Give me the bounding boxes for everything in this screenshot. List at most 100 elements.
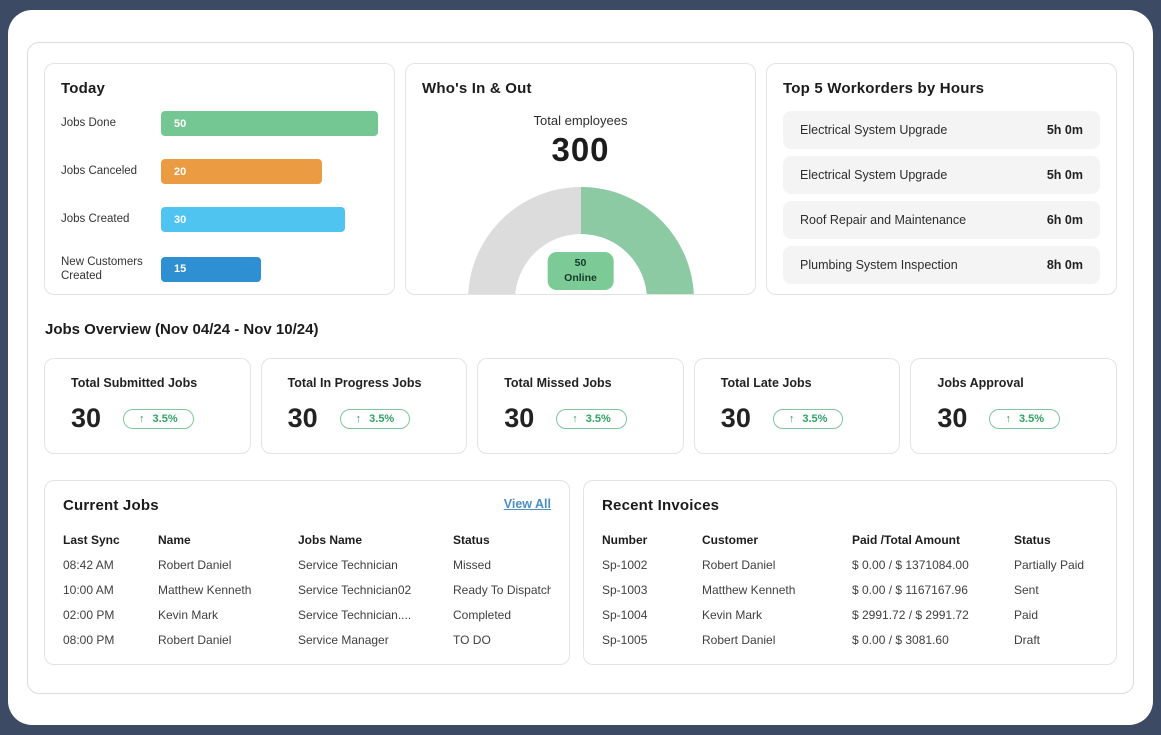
workorder-name: Electrical System Upgrade <box>800 168 948 182</box>
table-cell: $ 0.00 / $ 1167167.96 <box>852 582 968 597</box>
stat-card: Total Submitted Jobs 30 ↑ 3.5% <box>44 358 251 454</box>
table-row: Sp-1003 Matthew Kenneth $ 0.00 / $ 1167167… <box>602 577 1098 602</box>
workorder-name: Roof Repair and Maintenance <box>800 213 967 227</box>
top-workorders-title: Top 5 Workorders by Hours <box>783 80 985 97</box>
bar: 15 <box>161 256 261 282</box>
arrow-up-icon: ↑ <box>572 412 578 425</box>
arrow-up-icon: ↑ <box>1005 412 1011 425</box>
stat-delta-value: 3.5% <box>369 412 395 425</box>
workorder-item[interactable]: Electrical System Upgrade 5h 0m <box>783 156 1100 194</box>
today-bar-row: Jobs Canceled 20 <box>61 159 378 184</box>
table-cell: Draft <box>1014 632 1041 647</box>
stat-delta-pill: ↑ 3.5% <box>339 408 411 429</box>
table-cell: Partially Paid <box>1014 557 1085 572</box>
table-row: 08:42 AM Robert Daniel Service Technician M… <box>63 552 551 577</box>
view-all-link[interactable]: View All <box>503 497 551 511</box>
total-employees-value: 300 <box>551 131 610 168</box>
table-cell: Robert Daniel <box>158 632 232 647</box>
online-badge: 50 Online <box>547 252 614 291</box>
table-cell: Kevin Mark <box>158 607 219 622</box>
arrow-up-icon: ↑ <box>139 412 145 425</box>
table-cell: Robert Daniel <box>702 557 776 572</box>
stat-value: 30 <box>71 403 102 433</box>
table-cell: $ 0.00 / $ 3081.60 <box>852 632 949 647</box>
stat-card: Total Late Jobs 30 ↑ 3.5% <box>693 358 901 454</box>
total-employees-label: Total employees <box>533 113 628 128</box>
table-cell: Sp-1003 <box>602 582 648 597</box>
stat-value: 30 <box>287 403 318 433</box>
bar-track: 15 <box>161 256 378 282</box>
stat-delta-pill: ↑ 3.5% <box>123 408 194 429</box>
table-cell: Service Technician <box>298 557 398 572</box>
table-row: Sp-1002 Robert Daniel $ 0.00 / $ 1371084.0… <box>602 552 1098 577</box>
top-workorders-card: Top 5 Workorders by Hours Electrical Sys… <box>766 63 1117 295</box>
table-cell: Service Technician02 <box>298 582 412 597</box>
stat-delta-pill: ↑ 3.5% <box>989 408 1061 429</box>
column-header: Number <box>602 532 648 547</box>
table-cell: 08:00 PM <box>63 632 115 647</box>
table-header-row: Number Customer Paid /Total Amount Status <box>602 527 1098 552</box>
today-bar-row: Jobs Created 30 <box>61 207 378 232</box>
workorder-item[interactable]: Roof Repair and Maintenance 6h 0m <box>783 201 1100 239</box>
whos-in-out-card: Who's In & Out Total employees 300 50 On… <box>405 63 756 295</box>
stat-value: 30 <box>937 403 968 433</box>
dashboard-container: Today Jobs Done 50 Jobs Canceled 20 Jobs… <box>27 42 1134 694</box>
workorder-name: Plumbing System Inspection <box>800 258 958 272</box>
stat-card: Jobs Approval 30 ↑ 3.5% <box>910 358 1117 454</box>
bar-track: 20 <box>161 159 378 184</box>
bar-label: Jobs Done <box>61 117 116 130</box>
table-cell: Completed <box>453 607 512 622</box>
workorder-name: Electrical System Upgrade <box>800 123 948 137</box>
recent-invoices-table: Number Customer Paid /Total Amount Status S… <box>602 527 1098 652</box>
table-cell: Matthew Kenneth <box>702 582 796 597</box>
current-jobs-title: Current Jobs <box>63 497 159 514</box>
column-header: Name <box>158 532 191 547</box>
bar-track: 30 <box>161 207 378 232</box>
workorders-list: Electrical System Upgrade 5h 0m Electric… <box>783 111 1100 284</box>
table-header-row: Last Sync Name Jobs Name Status <box>63 527 551 552</box>
workorder-hours: 5h 0m <box>1046 168 1083 182</box>
stat-label: Total Missed Jobs <box>504 376 612 390</box>
bar-track: 50 <box>161 111 378 136</box>
table-cell: TO DO <box>453 632 491 647</box>
stat-delta-pill: ↑ 3.5% <box>772 408 844 429</box>
workorder-item[interactable]: Plumbing System Inspection 8h 0m <box>783 246 1100 284</box>
table-cell: 02:00 PM <box>63 607 115 622</box>
table-cell: 10:00 AM <box>63 582 114 597</box>
table-cell: Sent <box>1014 582 1039 597</box>
top-cards-row: Today Jobs Done 50 Jobs Canceled 20 Jobs… <box>44 63 1117 295</box>
online-count: 50 <box>574 257 587 269</box>
column-header: Status <box>453 532 490 547</box>
current-jobs-card: Current Jobs View All Last Sync Name Jobs … <box>44 480 570 665</box>
stat-delta-value: 3.5% <box>152 412 178 425</box>
stat-delta-pill: ↑ 3.5% <box>556 408 627 429</box>
bar-label: Jobs Canceled <box>61 165 138 178</box>
table-row: Sp-1005 Robert Daniel $ 0.00 / $ 3081.60 Dr… <box>602 627 1098 652</box>
bar-label: Jobs Created <box>61 213 130 226</box>
workorder-item[interactable]: Electrical System Upgrade 5h 0m <box>783 111 1100 149</box>
table-cell: 08:42 AM <box>63 557 114 572</box>
online-label: Online <box>564 272 597 285</box>
table-cell: Ready To Dispatch <box>453 582 551 597</box>
today-bar-chart: Jobs Done 50 Jobs Canceled 20 Jobs Creat… <box>61 111 378 284</box>
column-header: Customer <box>702 532 759 547</box>
column-header: Paid /Total Amount <box>852 532 960 547</box>
stat-label: Total Submitted Jobs <box>71 376 198 390</box>
today-bar-row: Jobs Done 50 <box>61 111 378 136</box>
stat-card: Total Missed Jobs 30 ↑ 3.5% <box>477 358 684 454</box>
table-cell: $ 2991.72 / $ 2991.72 <box>852 607 969 622</box>
today-card: Today Jobs Done 50 Jobs Canceled 20 Jobs… <box>44 63 395 295</box>
stat-label: Total In Progress Jobs <box>287 376 422 390</box>
stat-label: Jobs Approval <box>937 376 1024 390</box>
workorder-hours: 6h 0m <box>1046 213 1083 227</box>
bar: 20 <box>161 159 322 184</box>
table-row: 08:00 PM Robert Daniel Service Manager TO D… <box>63 627 551 652</box>
online-gauge: 50 Online <box>406 187 755 294</box>
table-cell: $ 0.00 / $ 1371084.00 <box>852 557 969 572</box>
today-card-title: Today <box>61 80 106 97</box>
today-bar-row: New Customers Created 15 <box>61 255 378 284</box>
stat-delta-value: 3.5% <box>1018 412 1045 425</box>
stat-card: Total In Progress Jobs 30 ↑ 3.5% <box>260 358 468 454</box>
stat-label: Total Late Jobs <box>720 376 812 390</box>
